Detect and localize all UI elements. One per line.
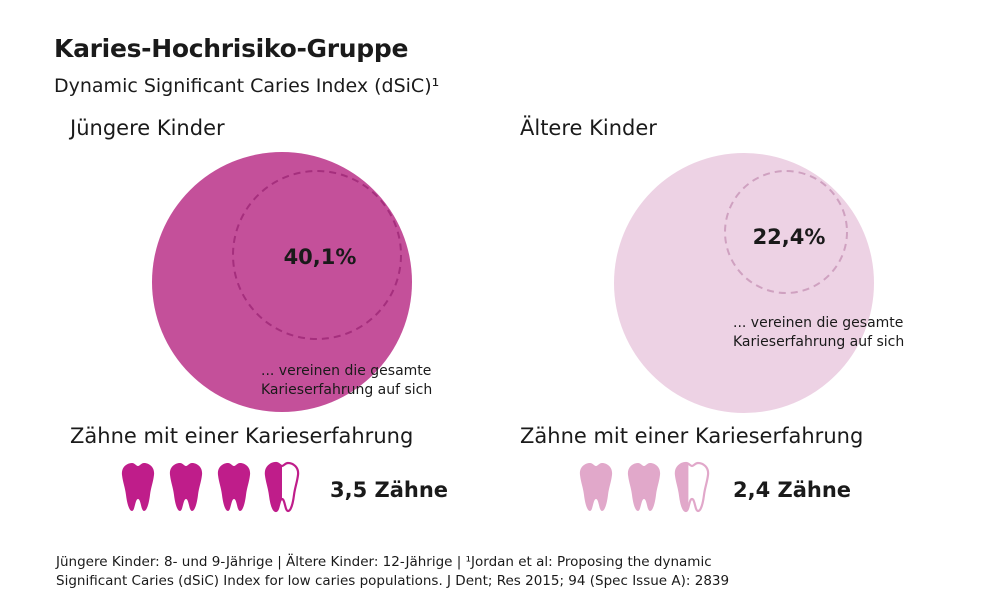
teeth-label-old: Zähne mit einer Karieserfahrung [520,424,864,448]
footnote-line1: Jüngere Kinder: 8- und 9-Jährige | Älter… [56,554,712,570]
tooth-icon [217,463,251,511]
chart-subtitle: Dynamic Significant Caries Index (dSiC)¹ [54,75,440,97]
note-line2-old: Karieserfahrung auf sich [733,334,904,350]
outer-circle-old [614,153,874,413]
chart-title: Karies-Hochrisiko-Gruppe [54,34,409,63]
teeth-label-young: Zähne mit einer Karieserfahrung [70,424,414,448]
tooth-icon [169,463,203,511]
share-value-young: 40,1% [284,245,357,269]
tooth-icon [579,463,613,511]
footnote: Jüngere Kinder: 8- und 9-Jährige | Älter… [56,553,956,591]
teeth-count-young: 3,5 Zähne [330,478,448,502]
share-value-old: 22,4% [753,225,826,249]
tooth-icon [264,461,300,513]
share-circle-young [232,170,402,340]
note-line2-young: Karieserfahrung auf sich [261,382,432,398]
teeth-count-old: 2,4 Zähne [733,478,851,502]
outer-circle-young [152,152,412,412]
teeth-row-old [579,461,710,513]
share-circle-old [724,170,848,294]
tooth-icon [627,463,661,511]
group-label-old: Ältere Kinder [520,116,657,140]
tooth-icon [674,461,710,513]
teeth-row-young [121,461,300,513]
tooth-icon [121,463,155,511]
footnote-line2: Significant Caries (dSiC) Index for low … [56,573,730,589]
note-line1-young: ... vereinen die gesamte [261,363,431,379]
group-label-young: Jüngere Kinder [70,116,225,140]
note-line1-old: ... vereinen die gesamte [733,315,903,331]
